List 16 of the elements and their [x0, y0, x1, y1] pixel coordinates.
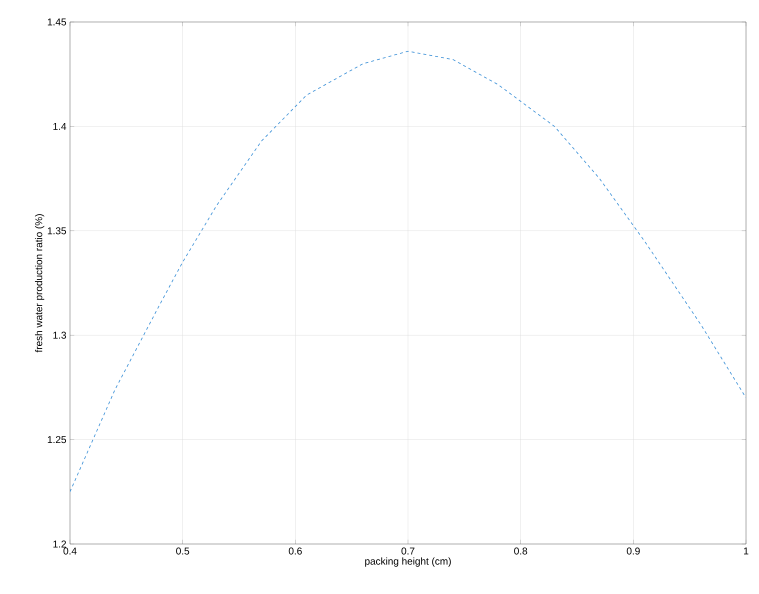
y-tick-label: 1.3 [53, 332, 66, 339]
x-tick-label: 1 [744, 548, 748, 554]
x-tick-label: 0.7 [401, 548, 414, 555]
x-tick-label: 0.4 [63, 548, 77, 555]
y-tick-label: 1.25 [48, 436, 66, 444]
y-axis-title: fresh water production ratio (%) [34, 214, 44, 352]
x-tick-label: 0.8 [514, 548, 528, 555]
x-tick-label: 0.9 [626, 548, 640, 555]
x-axis-title: packing height (cm) [365, 557, 451, 567]
y-tick-label: 1.2 [53, 540, 66, 548]
x-tick-label: 0.6 [288, 548, 302, 555]
y-tick-label: 1.4 [53, 122, 66, 130]
y-tick-label: 1.45 [48, 18, 66, 26]
line-series [70, 50, 746, 492]
y-tick-label: 1.35 [48, 227, 66, 234]
x-tick-label: 0.5 [176, 548, 190, 555]
